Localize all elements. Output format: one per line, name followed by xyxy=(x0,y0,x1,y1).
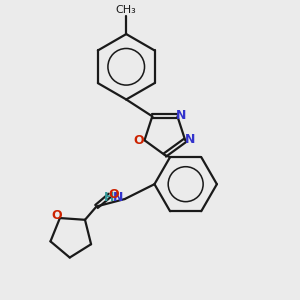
Text: CH₃: CH₃ xyxy=(116,5,136,15)
Text: N: N xyxy=(176,109,186,122)
Text: N: N xyxy=(185,133,195,146)
Text: H: H xyxy=(104,191,114,204)
Text: O: O xyxy=(134,134,145,147)
Text: O: O xyxy=(108,188,119,201)
Text: N: N xyxy=(113,191,123,204)
Text: O: O xyxy=(51,209,62,222)
